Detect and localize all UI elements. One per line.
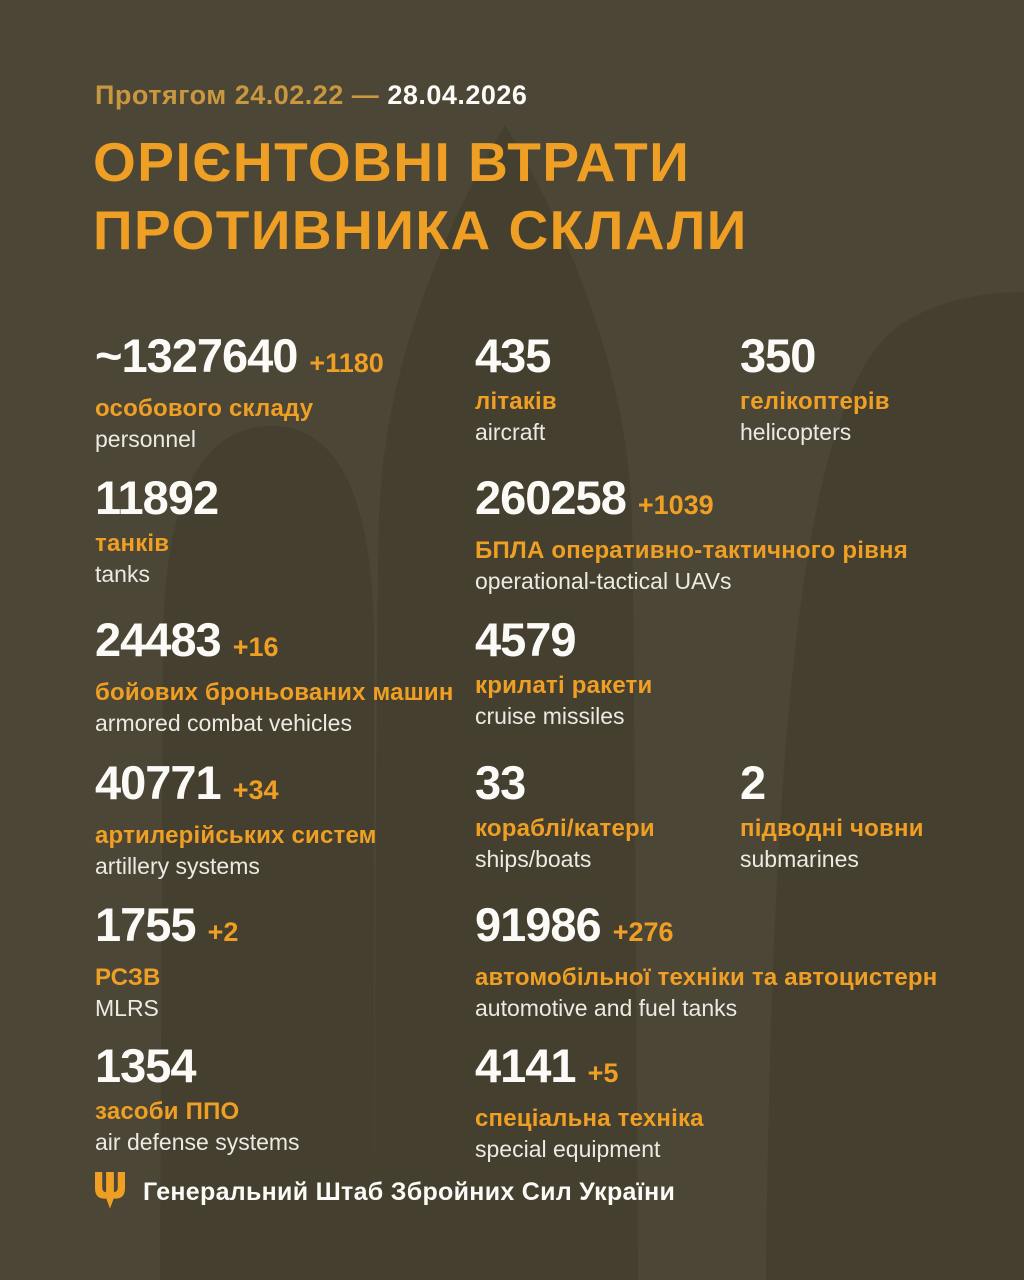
stat-label-en: operational-tactical UAVs [475,568,732,594]
stat-value: 350 [740,329,816,382]
stat-value: 33 [475,756,526,809]
stat-label-en: aircraft [475,419,546,445]
stat-value: 4141 +5 [475,1039,619,1092]
stat-label-ua: літаків [475,388,557,415]
stat-label-ua: крилаті ракети [475,672,653,699]
stat-label-en: helicopters [740,419,852,445]
stat-label-en: personnel [95,426,197,452]
stat-cell: 260258 +1039 БПЛА оперативно-тактичного рі… [475,472,908,595]
stat-delta: +1180 [309,348,384,378]
stat-label-ua: підводні човни [740,815,924,842]
stat-label-en: MLRS [95,995,159,1021]
stat-label-en: artillery systems [95,853,260,879]
stat-label-en: cruise missiles [475,703,625,729]
stat-label-en: tanks [95,561,150,587]
stat-label-ua: особового складу [95,395,314,422]
stat-cell: 350 гелікоптерів helicopters [740,330,890,446]
stat-label-ua: РСЗВ [95,964,161,991]
stat-cell: 1354 засоби ППО air defense systems [95,1040,300,1156]
report-period: Протягом 24.02.22 —28.04.2026 [95,80,527,111]
page-title: ОРІЄНТОВНІ ВТРАТИ ПРОТИВНИКА СКЛАЛИ [93,128,748,264]
stat-delta: +5 [587,1058,619,1088]
stat-label-ua: автомобільної техніки та автоцистерн [475,964,938,991]
stat-value: 1354 [95,1039,197,1092]
stat-label-en: ships/boats [475,846,592,872]
stat-cell: 4141 +5 спеціальна техніка special equipmen… [475,1040,704,1163]
title-line-1: ОРІЄНТОВНІ ВТРАТИ [93,131,691,193]
stat-value: ~1327640 +1180 [95,329,384,382]
stat-value: 1755 +2 [95,898,239,951]
stat-label-ua: спеціальна техніка [475,1105,704,1132]
stat-label-ua: кораблі/катери [475,815,655,842]
stat-value: 11892 [95,471,219,524]
stat-delta: +276 [612,917,674,947]
title-line-2: ПРОТИВНИКА СКЛАЛИ [93,199,748,261]
stat-cell: 33 кораблі/катери ships/boats [475,757,655,873]
stat-delta: +2 [207,917,239,947]
stat-label-en: submarines [740,846,859,872]
stat-label-en: armored combat vehicles [95,710,352,736]
stat-value: 260258 +1039 [475,471,714,524]
stat-label-en: special equipment [475,1136,661,1162]
footer: Генеральний Штаб Збройних Сил України [95,1172,675,1212]
stat-cell: 1755 +2 РСЗВ MLRS [95,899,238,1022]
period-prefix: Протягом 24.02.22 — [95,80,380,110]
stat-cell: 11892 танків tanks [95,471,219,588]
stat-value: 4579 [475,613,577,666]
stat-cell: 24483 +16 бойових броньованих машин armored… [95,614,454,737]
stat-cell: 2 підводні човни submarines [740,757,924,873]
stat-value: 435 [475,329,551,382]
stat-cell: 40771 +34 артилерійських систем artillery s… [95,757,377,880]
stat-label-ua: засоби ППО [95,1098,240,1125]
stat-value: 24483 +16 [95,613,279,666]
stat-cell: 91986 +276 автомобільної техніки та автоци… [475,899,937,1022]
stat-cell: ~1327640 +1180 особового складу personnel [95,330,384,453]
stat-label-ua: танків [95,530,170,557]
stat-delta: +1039 [637,490,714,520]
stat-value: 40771 +34 [95,756,279,809]
org-name: Генеральний Штаб Збройних Сил України [143,1177,676,1206]
stat-label-ua: бойових броньованих машин [95,679,454,706]
period-date: 28.04.2026 [387,80,528,110]
stat-cell: 435 літаків aircraft [475,330,557,446]
stat-label-ua: гелікоптерів [740,388,890,415]
stat-delta: +34 [232,775,279,805]
stat-label-en: air defense systems [95,1129,300,1155]
stat-cell: 4579 крилаті ракети cruise missiles [475,614,652,730]
stat-label-ua: артилерійських систем [95,822,377,849]
stat-delta: +16 [232,632,279,662]
stat-label-en: automotive and fuel tanks [475,995,738,1021]
stat-label-ua: БПЛА оперативно-тактичного рівня [475,537,908,564]
stat-value: 2 [740,756,766,809]
stat-value: 91986 +276 [475,898,674,951]
trident-icon [95,1172,125,1209]
